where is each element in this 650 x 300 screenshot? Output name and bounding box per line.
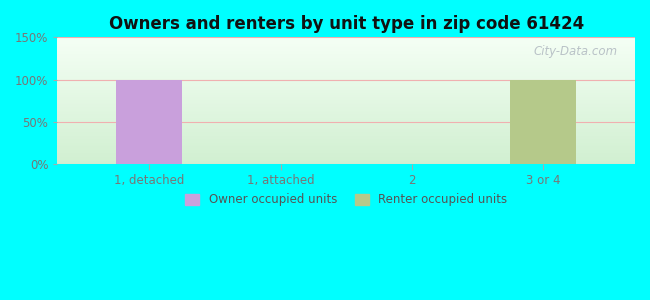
Bar [510, 80, 576, 164]
Text: City-Data.com: City-Data.com [534, 45, 618, 58]
Title: Owners and renters by unit type in zip code 61424: Owners and renters by unit type in zip c… [109, 15, 584, 33]
Legend: Owner occupied units, Renter occupied units: Owner occupied units, Renter occupied un… [180, 189, 512, 211]
Bar [116, 80, 182, 164]
